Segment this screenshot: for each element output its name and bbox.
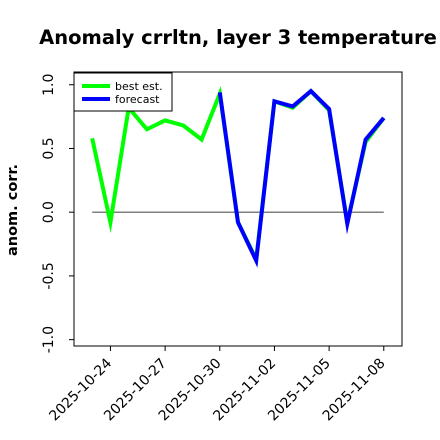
y-tick-label: 0.0	[41, 201, 57, 223]
x-axis: 2025-10-242025-10-272025-10-302025-11-02…	[46, 346, 389, 424]
y-axis: -1.0 -0.5 0.0 0.5 1.0	[41, 74, 74, 353]
legend-label-best-est: best est.	[115, 80, 163, 93]
legend-label-forecast: forecast	[115, 93, 160, 106]
series-line-forecast	[217, 88, 386, 268]
y-tick-label: 0.5	[41, 137, 57, 159]
series-layer	[90, 85, 386, 268]
y-tick-label: -0.5	[41, 262, 57, 289]
chart-title: Anomaly crrltn, layer 3 temperature	[39, 26, 437, 49]
y-tick-label: 1.0	[41, 74, 57, 96]
legend: best est. forecast	[73, 72, 173, 112]
y-axis-label: anom. corr.	[5, 164, 21, 256]
y-tick-label: -1.0	[41, 326, 57, 353]
legend-box	[73, 72, 173, 112]
